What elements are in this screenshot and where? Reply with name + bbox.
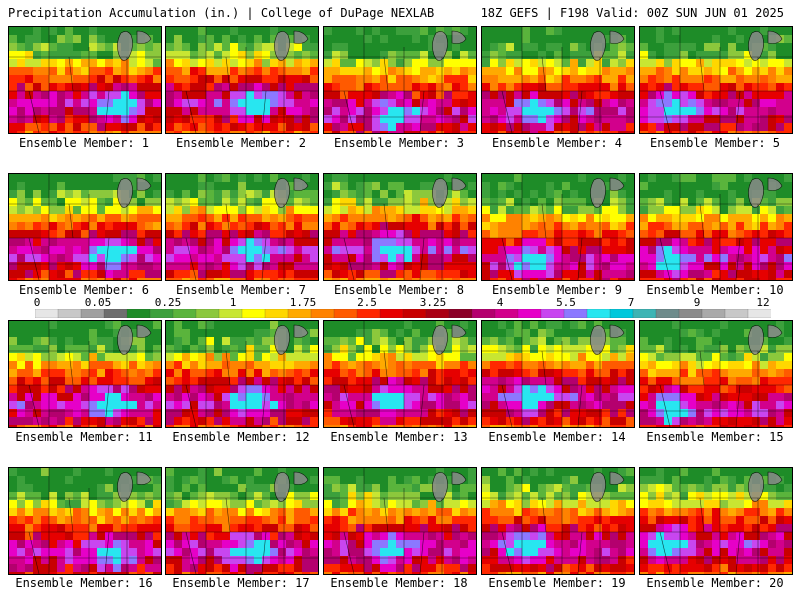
colorbar-tick-label: 2.5: [357, 296, 377, 309]
colorbar-tick-label: 3.25: [419, 296, 447, 309]
ensemble-map-8: [323, 173, 477, 281]
ensemble-label-14: Ensemble Member: 14: [488, 430, 626, 444]
colorbar-swatch: [218, 309, 243, 318]
colorbar-swatch: [494, 309, 519, 318]
colorbar-swatch: [356, 309, 381, 318]
colorbar-swatch: [448, 309, 473, 318]
ensemble-map-14: [481, 320, 635, 428]
ensemble-map-1: [8, 26, 162, 134]
ensemble-map-18: [323, 467, 477, 575]
ensemble-label-15: Ensemble Member: 15: [646, 430, 784, 444]
colorbar-swatch: [172, 309, 197, 318]
ensemble-map-13: [323, 320, 477, 428]
ensemble-label-20: Ensemble Member: 20: [646, 576, 784, 590]
ensemble-label-3: Ensemble Member: 3: [333, 136, 465, 150]
colorbar-swatch: [563, 309, 588, 318]
colorbar-swatch: [586, 309, 611, 318]
ensemble-label-10: Ensemble Member: 10: [646, 283, 784, 297]
ensemble-label-18: Ensemble Member: 18: [330, 576, 468, 590]
ensemble-map-17: [165, 467, 319, 575]
colorbar-tick-label: 12: [756, 296, 770, 309]
colorbar-swatch: [701, 309, 726, 318]
colorbar-swatch: [35, 309, 59, 318]
colorbar-swatch: [310, 309, 335, 318]
colorbar-tick-label: 0.25: [154, 296, 182, 309]
ensemble-label-7: Ensemble Member: 7: [175, 283, 307, 297]
colorbar-swatch: [517, 309, 542, 318]
ensemble-map-15: [639, 320, 793, 428]
colorbar-tick-label: 5.5: [556, 296, 576, 309]
colorbar-swatch: [80, 309, 105, 318]
colorbar-swatch: [126, 309, 151, 318]
colorbar-tick-label: 0: [33, 296, 41, 309]
chart-title: Precipitation Accumulation (in.) | Colle…: [8, 6, 435, 20]
ensemble-label-4: Ensemble Member: 4: [491, 136, 623, 150]
colorbar-swatch: [103, 309, 128, 318]
colorbar-tick-label: 9: [693, 296, 701, 309]
ensemble-map-19: [481, 467, 635, 575]
colorbar-swatch: [241, 309, 266, 318]
colorbar-swatch: [747, 309, 771, 318]
ensemble-label-8: Ensemble Member: 8: [333, 283, 465, 297]
ensemble-map-5: [639, 26, 793, 134]
colorbar-tick-label: 1.75: [289, 296, 317, 309]
ensemble-label-12: Ensemble Member: 12: [172, 430, 310, 444]
colorbar-swatch: [195, 309, 220, 318]
colorbar-swatch: [379, 309, 404, 318]
colorbar-swatch: [471, 309, 496, 318]
colorbar-swatch: [333, 309, 358, 318]
colorbar-swatch: [264, 309, 289, 318]
ensemble-map-11: [8, 320, 162, 428]
colorbar-swatch: [57, 309, 82, 318]
ensemble-map-7: [165, 173, 319, 281]
ensemble-map-20: [639, 467, 793, 575]
precip-colorbar: [35, 309, 771, 318]
ensemble-label-1: Ensemble Member: 1: [18, 136, 150, 150]
ensemble-map-4: [481, 26, 635, 134]
model-run-info: 18Z GEFS | F198 Valid: 00Z SUN JUN 01 20…: [480, 6, 784, 20]
ensemble-label-13: Ensemble Member: 13: [330, 430, 468, 444]
colorbar-swatch: [287, 309, 312, 318]
colorbar-tick-label: 1: [229, 296, 237, 309]
colorbar-swatch: [632, 309, 657, 318]
ensemble-label-11: Ensemble Member: 11: [15, 430, 153, 444]
colorbar-tick-label: 7: [627, 296, 635, 309]
ensemble-map-10: [639, 173, 793, 281]
colorbar-swatch: [724, 309, 749, 318]
ensemble-map-9: [481, 173, 635, 281]
ensemble-label-5: Ensemble Member: 5: [649, 136, 781, 150]
colorbar-swatch: [149, 309, 174, 318]
ensemble-label-2: Ensemble Member: 2: [175, 136, 307, 150]
colorbar-swatch: [425, 309, 450, 318]
colorbar-swatch: [540, 309, 565, 318]
colorbar-swatch: [402, 309, 427, 318]
ensemble-map-3: [323, 26, 477, 134]
ensemble-label-6: Ensemble Member: 6: [18, 283, 150, 297]
colorbar-tick-label: 4: [496, 296, 504, 309]
ensemble-label-19: Ensemble Member: 19: [488, 576, 626, 590]
ensemble-label-9: Ensemble Member: 9: [491, 283, 623, 297]
ensemble-label-17: Ensemble Member: 17: [172, 576, 310, 590]
ensemble-map-12: [165, 320, 319, 428]
ensemble-map-2: [165, 26, 319, 134]
colorbar-swatch: [655, 309, 680, 318]
ensemble-map-16: [8, 467, 162, 575]
colorbar-tick-label: 0.05: [84, 296, 112, 309]
colorbar-swatch: [609, 309, 634, 318]
colorbar-swatch: [678, 309, 703, 318]
ensemble-map-6: [8, 173, 162, 281]
ensemble-label-16: Ensemble Member: 16: [15, 576, 153, 590]
